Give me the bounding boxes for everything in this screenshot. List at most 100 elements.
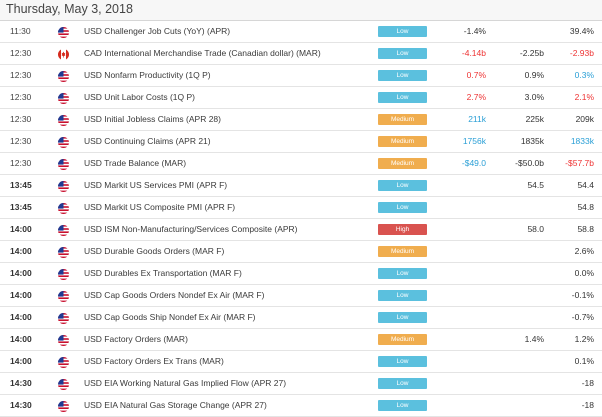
- event-time: 14:00: [10, 268, 32, 278]
- previous-value: 0.1%: [574, 356, 594, 366]
- table-row[interactable]: 14:30 USD EIA Natural Gas Storage Change…: [0, 395, 602, 417]
- event-time: 13:45: [10, 202, 32, 212]
- table-row[interactable]: 13:45 USD Markit US Services PMI (APR F)…: [0, 175, 602, 197]
- event-time: 14:30: [10, 378, 32, 388]
- previous-value: -$57.7b: [565, 158, 594, 168]
- table-row[interactable]: 13:45 USD Markit US Composite PMI (APR F…: [0, 197, 602, 219]
- impact-badge: Low: [378, 356, 427, 367]
- us-flag-icon: [58, 379, 69, 390]
- table-row[interactable]: 14:00 USD ISM Non-Manufacturing/Services…: [0, 219, 602, 241]
- us-flag-icon: [58, 291, 69, 302]
- event-time: 14:30: [10, 400, 32, 410]
- impact-badge: Medium: [378, 246, 427, 257]
- us-flag-icon: [58, 335, 69, 346]
- table-row[interactable]: 14:00 USD Factory Orders Ex Trans (MAR) …: [0, 351, 602, 373]
- previous-value: 209k: [575, 114, 594, 124]
- previous-value: 2.6%: [574, 246, 594, 256]
- previous-value: 1833k: [570, 136, 594, 146]
- previous-value: 0.3%: [574, 70, 594, 80]
- table-row[interactable]: 14:00 USD Factory Orders (MAR) Medium 1.…: [0, 329, 602, 351]
- event-name[interactable]: USD Continuing Claims (APR 21): [84, 136, 211, 146]
- table-row[interactable]: 12:30 USD Trade Balance (MAR) Medium -$4…: [0, 153, 602, 175]
- impact-badge: Low: [378, 378, 427, 389]
- page-title: Thursday, May 3, 2018: [0, 0, 602, 21]
- previous-value: 58.8: [577, 224, 594, 234]
- actual-value: -1.4%: [463, 26, 486, 36]
- event-time: 12:30: [10, 92, 32, 102]
- table-row[interactable]: 12:30 USD Continuing Claims (APR 21) Med…: [0, 131, 602, 153]
- forecast-value: 58.0: [527, 224, 544, 234]
- us-flag-icon: [58, 71, 69, 82]
- event-name[interactable]: USD EIA Natural Gas Storage Change (APR …: [84, 400, 267, 410]
- event-name[interactable]: USD Durables Ex Transportation (MAR F): [84, 268, 242, 278]
- table-row[interactable]: 14:00 USD Cap Goods Orders Nondef Ex Air…: [0, 285, 602, 307]
- event-name[interactable]: USD Factory Orders Ex Trans (MAR): [84, 356, 224, 366]
- impact-badge: Medium: [378, 158, 427, 169]
- event-name[interactable]: USD Unit Labor Costs (1Q P): [84, 92, 196, 102]
- us-flag-icon: [58, 159, 69, 170]
- table-row[interactable]: 12:30 CAD International Merchandise Trad…: [0, 43, 602, 65]
- event-name[interactable]: USD Trade Balance (MAR): [84, 158, 187, 168]
- impact-badge: High: [378, 224, 427, 235]
- table-row[interactable]: 14:00 USD Cap Goods Ship Nondef Ex Air (…: [0, 307, 602, 329]
- event-name[interactable]: USD Cap Goods Ship Nondef Ex Air (MAR F): [84, 312, 256, 322]
- forecast-value: -$50.0b: [515, 158, 544, 168]
- impact-badge: Low: [378, 48, 427, 59]
- event-name[interactable]: USD Durable Goods Orders (MAR F): [84, 246, 225, 256]
- event-time: 14:00: [10, 334, 32, 344]
- previous-value: -18: [581, 378, 594, 388]
- event-name[interactable]: USD Challenger Job Cuts (YoY) (APR): [84, 26, 231, 36]
- us-flag-icon: [58, 93, 69, 104]
- previous-value: 54.8: [577, 202, 594, 212]
- previous-value: 2.1%: [574, 92, 594, 102]
- forecast-value: 3.0%: [524, 92, 544, 102]
- impact-badge: Medium: [378, 334, 427, 345]
- us-flag-icon: [58, 27, 69, 38]
- impact-badge: Low: [378, 290, 427, 301]
- table-row[interactable]: 14:30 USD EIA Working Natural Gas Implie…: [0, 373, 602, 395]
- event-name[interactable]: USD ISM Non-Manufacturing/Services Compo…: [84, 224, 298, 234]
- impact-badge: Low: [378, 400, 427, 411]
- us-flag-icon: [58, 181, 69, 192]
- forecast-value: 1835k: [520, 136, 544, 146]
- actual-value: 0.7%: [466, 70, 486, 80]
- event-name[interactable]: USD Initial Jobless Claims (APR 28): [84, 114, 221, 124]
- event-name[interactable]: USD Nonfarm Productivity (1Q P): [84, 70, 211, 80]
- event-name[interactable]: USD Markit US Composite PMI (APR F): [84, 202, 236, 212]
- event-time: 14:00: [10, 356, 32, 366]
- table-row[interactable]: 12:30 USD Nonfarm Productivity (1Q P) Lo…: [0, 65, 602, 87]
- event-name[interactable]: CAD International Merchandise Trade (Can…: [84, 48, 321, 58]
- table-row[interactable]: 14:00 USD Durables Ex Transportation (MA…: [0, 263, 602, 285]
- previous-value: 0.0%: [574, 268, 594, 278]
- event-name[interactable]: USD Factory Orders (MAR): [84, 334, 188, 344]
- event-time: 11:30: [10, 26, 31, 36]
- table-row[interactable]: 11:30 USD Challenger Job Cuts (YoY) (APR…: [0, 21, 602, 43]
- table-row[interactable]: 12:30 USD Unit Labor Costs (1Q P) Low 2.…: [0, 87, 602, 109]
- impact-badge: Low: [378, 92, 427, 103]
- event-time: 14:00: [10, 290, 32, 300]
- us-flag-icon: [58, 225, 69, 236]
- event-time: 14:00: [10, 312, 32, 322]
- event-time: 12:30: [10, 158, 32, 168]
- event-name[interactable]: USD Markit US Services PMI (APR F): [84, 180, 228, 190]
- impact-badge: Low: [378, 312, 427, 323]
- calendar-table: 11:30 USD Challenger Job Cuts (YoY) (APR…: [0, 21, 602, 417]
- event-name[interactable]: USD Cap Goods Orders Nondef Ex Air (MAR …: [84, 290, 265, 300]
- event-time: 12:30: [10, 136, 32, 146]
- event-name[interactable]: USD EIA Working Natural Gas Implied Flow…: [84, 378, 287, 388]
- event-time: 12:30: [10, 48, 32, 58]
- us-flag-icon: [58, 137, 69, 148]
- us-flag-icon: [58, 247, 69, 258]
- impact-badge: Low: [378, 268, 427, 279]
- event-time: 14:00: [10, 224, 32, 234]
- table-row[interactable]: 12:30 USD Initial Jobless Claims (APR 28…: [0, 109, 602, 131]
- impact-badge: Low: [378, 70, 427, 81]
- us-flag-icon: [58, 203, 69, 214]
- previous-value: -0.1%: [571, 290, 594, 300]
- previous-value: 1.2%: [574, 334, 594, 344]
- canada-flag-icon: [58, 49, 69, 60]
- event-time: 12:30: [10, 114, 32, 124]
- table-row[interactable]: 14:00 USD Durable Goods Orders (MAR F) M…: [0, 241, 602, 263]
- actual-value: -$49.0: [461, 158, 486, 168]
- actual-value: 211k: [468, 114, 486, 124]
